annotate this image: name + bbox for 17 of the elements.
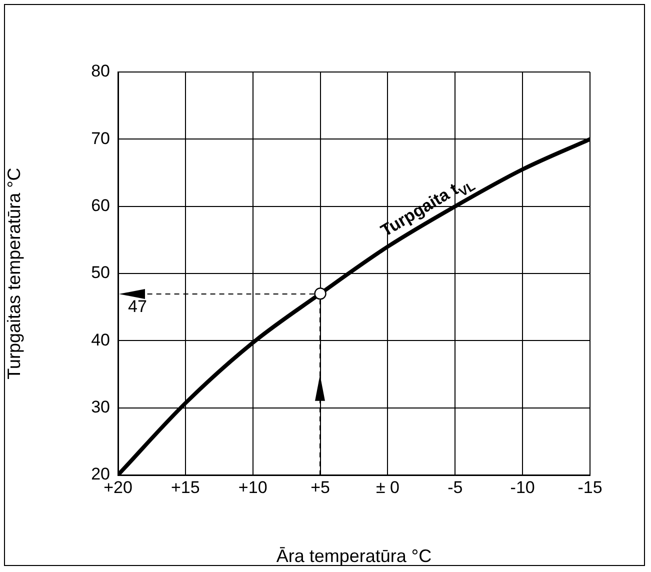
y-tick-label: 80 — [91, 62, 110, 81]
y-axis-title: Turpgaitas temperatūra °C — [4, 168, 24, 380]
x-tick-label: +10 — [238, 478, 268, 497]
x-tick-label: -5 — [448, 478, 463, 497]
x-tick-label: +5 — [310, 478, 330, 497]
x-axis-title: Āra temperatūra °C — [276, 546, 432, 566]
x-tick-label: -15 — [578, 478, 602, 497]
x-tick-label: +15 — [171, 478, 200, 497]
y-tick-label: 20 — [91, 464, 110, 484]
y-tick-label: 70 — [91, 128, 110, 148]
y-tick-label: 40 — [91, 330, 110, 350]
x-tick-label: -10 — [510, 478, 535, 497]
annotation: 47 — [128, 296, 147, 316]
y-tick-label: 30 — [91, 398, 110, 417]
x-tick-label: ± 0 — [376, 478, 400, 497]
y-tick-label: 60 — [91, 196, 110, 216]
y-tick-label: 50 — [91, 263, 110, 282]
